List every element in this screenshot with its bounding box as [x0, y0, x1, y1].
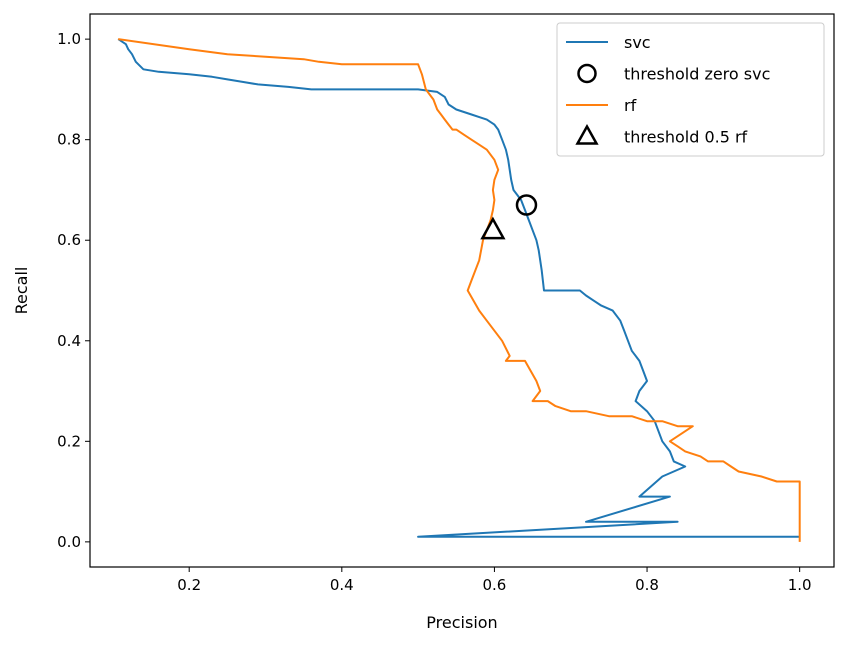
y-tick-label: 0.4 [57, 332, 81, 350]
y-tick-label: 0.2 [57, 432, 81, 450]
marker-threshold-05-rf [480, 216, 506, 240]
y-axis-label: Recall [12, 267, 31, 315]
y-tick-label: 0.8 [57, 131, 81, 149]
y-tick-label: 0.6 [57, 231, 81, 249]
series-line-rf [118, 38, 801, 542]
legend-box [556, 22, 825, 157]
x-tick-label: 0.2 [177, 576, 201, 594]
marker-layer [480, 194, 538, 240]
legend-entry-rf: rf [566, 96, 637, 115]
legend-entry-threshold-05-rf: threshold 0.5 rf [575, 123, 748, 147]
x-axis-ticks: 0.2 0.4 0.6 0.8 1.0 [177, 567, 812, 594]
legend-swatch-threshold-zero-svc [577, 63, 597, 84]
legend-entry-threshold-zero-svc: threshold zero svc [577, 63, 770, 84]
y-tick-label: 0.0 [57, 533, 81, 551]
legend-label-threshold-zero-svc: threshold zero svc [624, 65, 770, 84]
x-axis-label: Precision [426, 613, 497, 632]
legend-label-rf: rf [624, 96, 637, 115]
marker-threshold-zero-svc [515, 194, 538, 216]
legend-label-svc: svc [624, 33, 651, 52]
legend-entry-svc: svc [566, 33, 651, 52]
legend-swatch-threshold-05-rf [575, 123, 599, 145]
legend: svc threshold zero svc rf threshold 0.5 rf [556, 22, 825, 157]
plot-area [89, 13, 835, 568]
x-tick-label: 0.8 [635, 576, 659, 594]
y-axis-ticks: 0.0 0.2 0.4 0.6 0.8 1.0 [57, 30, 90, 551]
x-tick-label: 1.0 [788, 576, 812, 594]
x-tick-label: 0.6 [483, 576, 507, 594]
axes-frame [89, 13, 835, 568]
legend-label-threshold-05-rf: threshold 0.5 rf [624, 128, 748, 147]
legend-entries: svc threshold zero svc rf threshold 0.5 rf [566, 33, 770, 147]
x-tick-label: 0.4 [330, 576, 354, 594]
y-tick-label: 1.0 [57, 30, 81, 48]
